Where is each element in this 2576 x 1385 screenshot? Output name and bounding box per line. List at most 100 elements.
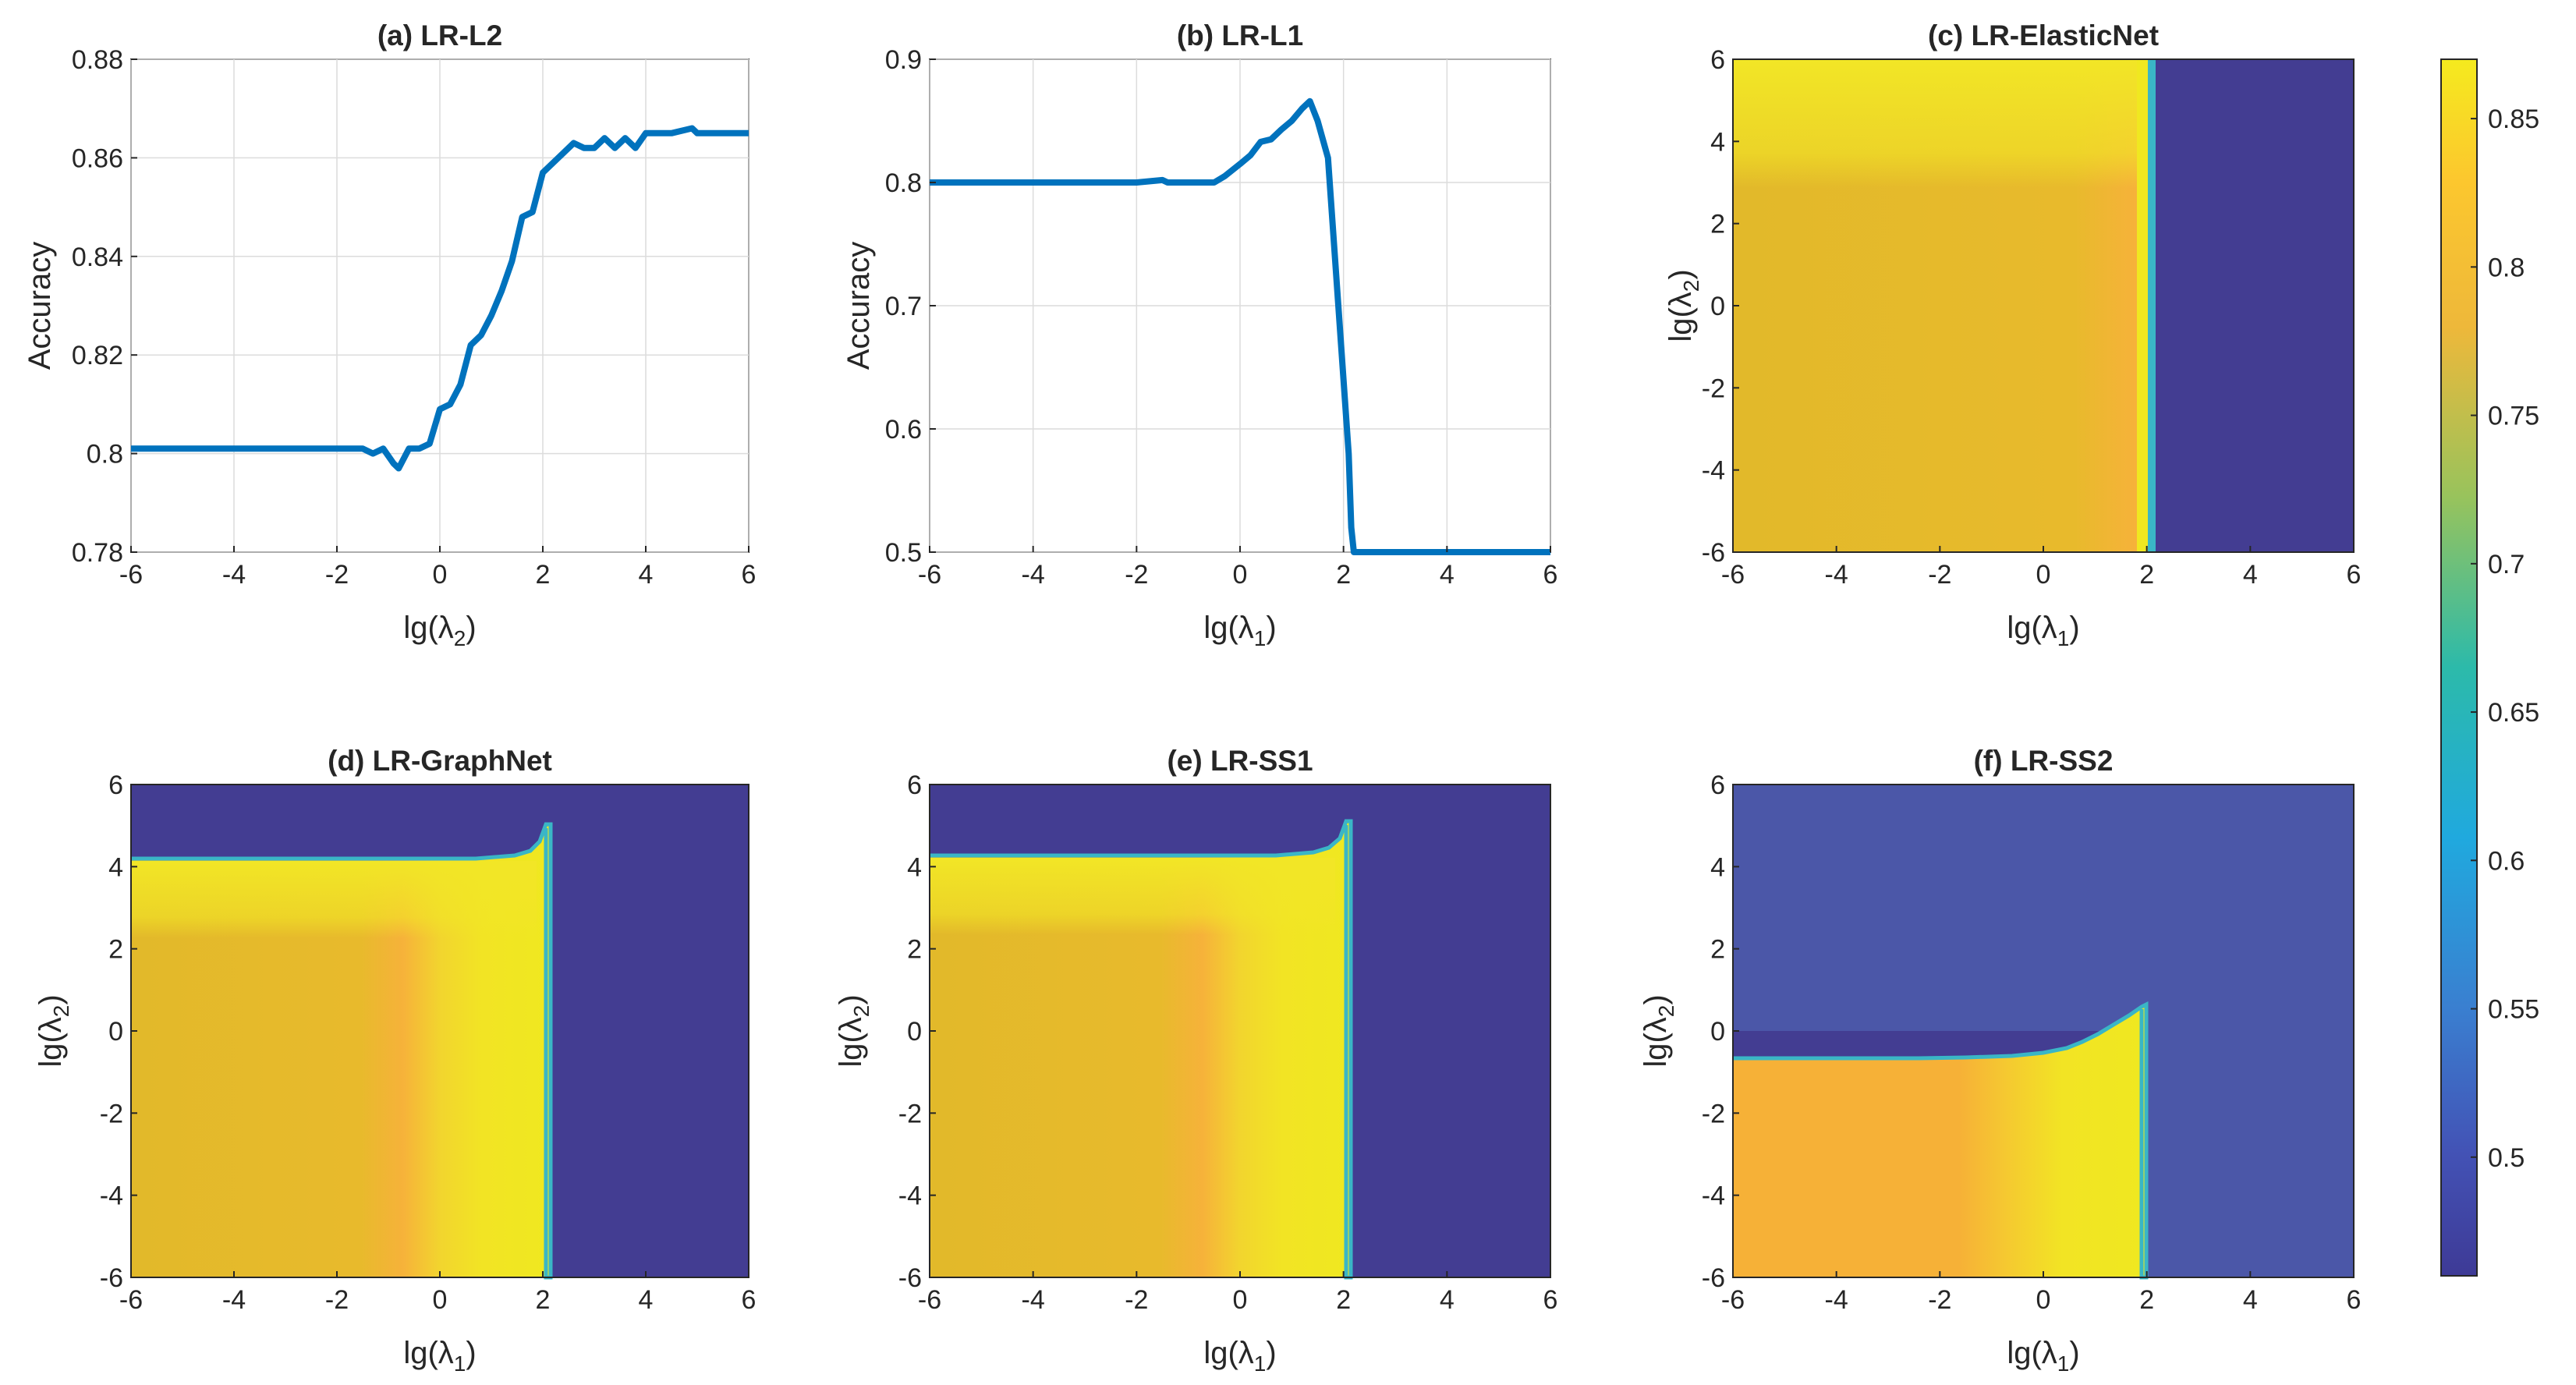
ylabel-c: lg(λ2) xyxy=(1664,269,1703,342)
ytick-label: -6 xyxy=(1702,1263,1725,1293)
ytick-label: 0 xyxy=(907,1017,922,1047)
ylabel-d: lg(λ2) xyxy=(34,994,73,1067)
ytick-label: 4 xyxy=(1710,852,1725,882)
ytick-label: 0.88 xyxy=(72,45,123,75)
yticks-e: -6 -4 -2 0 2 4 6 xyxy=(898,770,936,1293)
xtick-label: 0 xyxy=(1233,1285,1248,1315)
ylabel-f: lg(λ2) xyxy=(1639,994,1678,1067)
ytick-label: 6 xyxy=(1710,45,1725,75)
xtick-label: 6 xyxy=(1543,560,1558,590)
ytick-label: 6 xyxy=(108,770,123,800)
yticks-a: 0.78 0.8 0.82 0.84 0.86 0.88 xyxy=(72,45,137,568)
xtick-label: -2 xyxy=(1125,560,1148,590)
ytick-label: -6 xyxy=(100,1263,123,1293)
title-e: (e) LR-SS1 xyxy=(1167,745,1313,777)
xtick-label: -6 xyxy=(918,1285,941,1315)
xlabel-f: lg(λ1) xyxy=(2007,1336,2079,1376)
xtick-label: 4 xyxy=(2243,560,2258,590)
colorbar-tick-label: 0.65 xyxy=(2488,698,2539,728)
ytick-label: -4 xyxy=(1702,1181,1725,1211)
ytick-label: -2 xyxy=(1702,374,1725,403)
title-a: (a) LR-L2 xyxy=(377,19,502,51)
ytick-label: 2 xyxy=(1710,935,1725,965)
ytick-label: 0 xyxy=(1710,1017,1725,1047)
ylabel-b: Accuracy xyxy=(842,242,876,370)
xticks-c: -6 -4 -2 0 2 4 6 xyxy=(1721,546,2362,590)
xtick-label: -2 xyxy=(1928,560,1951,590)
xlabel-c: lg(λ1) xyxy=(2007,611,2079,650)
ytick-label: 0.82 xyxy=(72,341,123,370)
ytick-label: -2 xyxy=(898,1099,922,1128)
yticks-f: -6 -4 -2 0 2 4 6 xyxy=(1702,770,1739,1293)
xtick-label: 0 xyxy=(433,1285,448,1315)
xtick-label: -2 xyxy=(1125,1285,1148,1315)
series-line-a xyxy=(131,125,749,472)
ytick-label: 0.84 xyxy=(72,243,123,272)
xtick-label: -6 xyxy=(119,560,143,590)
heat-edge-cyan-c xyxy=(2148,59,2156,552)
ytick-label: 0.9 xyxy=(885,45,922,75)
ytick-label: -6 xyxy=(1702,538,1725,568)
heat-top-c xyxy=(1733,59,2151,293)
colorbar-tick-label: 0.75 xyxy=(2488,402,2539,431)
ytick-label: 0.86 xyxy=(72,143,123,173)
ytick-label: -4 xyxy=(898,1181,922,1211)
xtick-label: 6 xyxy=(742,560,757,590)
ytick-label: 0.78 xyxy=(72,538,123,568)
ytick-label: -4 xyxy=(1702,456,1725,486)
ytick-label: 2 xyxy=(907,935,922,965)
ytick-label: -2 xyxy=(1702,1099,1725,1128)
xticks-e: -6 -4 -2 0 2 4 6 xyxy=(918,1271,1557,1315)
xtick-label: 4 xyxy=(2243,1285,2258,1315)
panel-a: -6 -4 -2 0 2 4 6 0.78 0.8 0.82 0.84 0.86 0.88 (a) L… xyxy=(23,19,756,650)
xtick-label: -4 xyxy=(222,560,246,590)
xticks-a: -6 -4 -2 0 2 4 6 xyxy=(119,546,757,590)
ytick-label: 2 xyxy=(1710,210,1725,239)
title-b: (b) LR-L1 xyxy=(1177,19,1303,51)
ytick-label: 0.8 xyxy=(87,440,123,469)
xtick-label: 4 xyxy=(1440,1285,1455,1315)
xtick-label: 6 xyxy=(742,1285,757,1315)
ytick-label: 6 xyxy=(1710,770,1725,800)
xtick-label: -6 xyxy=(918,560,941,590)
colorbar-tick-label: 0.6 xyxy=(2488,846,2525,876)
xtick-label: -6 xyxy=(119,1285,143,1315)
xlabel-a: lg(λ2) xyxy=(403,611,476,650)
colorbar: 0.5 0.55 0.6 0.65 0.7 0.75 0.8 0.85 xyxy=(2440,58,2539,1277)
heat-top-d xyxy=(131,861,537,1001)
ytick-label: -2 xyxy=(100,1099,123,1128)
panel-b: -6 -4 -2 0 2 4 6 0.5 0.6 0.7 0.8 0.9 (b) LR-L1 lg(… xyxy=(842,19,1557,650)
colorbar-tick-label: 0.7 xyxy=(2488,550,2525,579)
heat-dark-band-f xyxy=(1733,1008,2142,1058)
xtick-label: -6 xyxy=(1721,560,1745,590)
xlabel-d: lg(λ1) xyxy=(403,1336,476,1376)
heat-edge-cyan-f xyxy=(1733,1001,2149,1280)
xtick-label: 0 xyxy=(2036,1285,2051,1315)
heat-edge-yellow-c xyxy=(2137,59,2148,552)
xtick-label: -6 xyxy=(1721,1285,1745,1315)
ytick-label: 4 xyxy=(1710,127,1725,157)
ylabel-a: Accuracy xyxy=(23,242,57,370)
xtick-label: 4 xyxy=(1440,560,1455,590)
xtick-label: -2 xyxy=(325,1285,349,1315)
ylabel-e: lg(λ2) xyxy=(834,994,873,1067)
xtick-label: 4 xyxy=(639,560,654,590)
xtick-label: 0 xyxy=(2036,560,2051,590)
xtick-label: 2 xyxy=(1336,1285,1351,1315)
yticks-c: -6 -4 -2 0 2 4 6 xyxy=(1702,45,1739,568)
ytick-label: 0 xyxy=(108,1017,123,1047)
xtick-label: 0 xyxy=(433,560,448,590)
grid-a xyxy=(130,58,749,553)
xtick-label: -4 xyxy=(1022,1285,1045,1315)
panel-d: -6 -4 -2 0 2 4 6 -6 -4 -2 0 2 4 6 (d) LR-GraphNet lg… xyxy=(34,745,756,1376)
xlabel-e: lg(λ1) xyxy=(1203,1336,1276,1376)
colorbar-tick-label: 0.85 xyxy=(2488,104,2539,134)
xtick-label: 6 xyxy=(2347,560,2362,590)
xtick-label: -2 xyxy=(325,560,349,590)
xtick-label: 4 xyxy=(639,1285,654,1315)
xticks-f: -6 -4 -2 0 2 4 6 xyxy=(1721,1271,2361,1315)
heat-low-c xyxy=(2156,59,2354,552)
